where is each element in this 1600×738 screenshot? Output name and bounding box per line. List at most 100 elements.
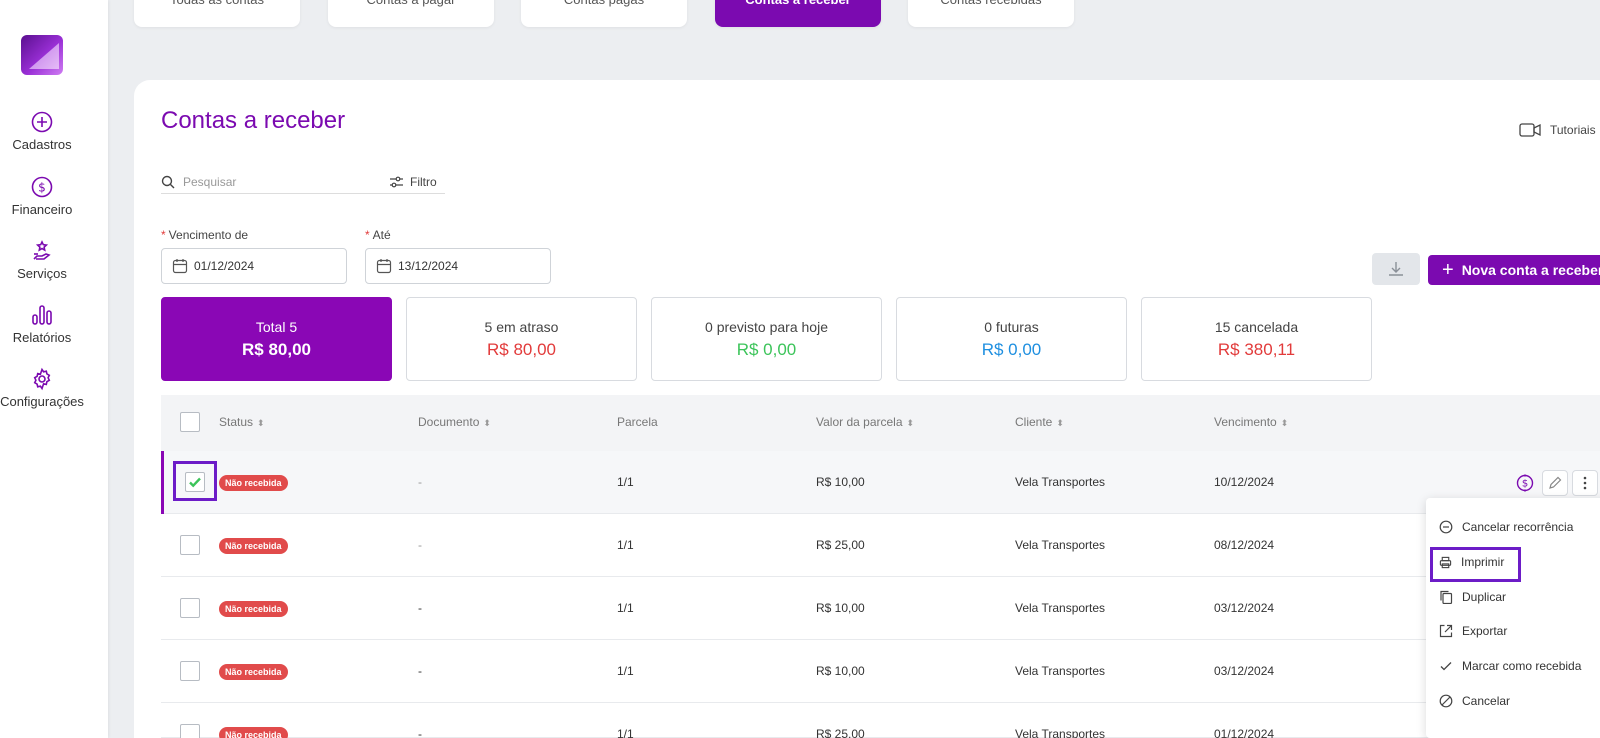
share-icon [1439,624,1453,638]
summary-card-label: Total 5 [255,319,298,335]
column-header-documento[interactable]: Documento ⬍ [418,415,491,429]
more-vertical-icon [1583,476,1587,490]
required-mark: * [365,228,370,242]
cell-documento: - [418,601,422,615]
column-header-valor[interactable]: Valor da parcela ⬍ [816,415,914,429]
tab-contas-a-pagar[interactable]: Contas a pagar [328,0,494,27]
summary-card-label: 5 em atraso [484,319,559,335]
tutorials-label: Tutoriais [1550,123,1596,137]
menu-item-cancelar-recorrencia[interactable]: Cancelar recorrência [1439,520,1573,534]
menu-item-marcar-como-recebida[interactable]: Marcar como recebida [1439,659,1581,673]
table-row[interactable]: Não recebida - 1/1 R$ 10,00 Vela Transpo… [161,577,1600,640]
summary-card-cancelled[interactable]: 15 cancelada R$ 380,11 [1141,297,1372,381]
column-header-label: Vencimento [1214,415,1277,429]
sidebar-item-label: Configurações [0,394,84,409]
ban-icon [1439,694,1453,708]
plus-circle-icon [31,111,53,133]
summary-card-today[interactable]: 0 previsto para hoje R$ 0,00 [651,297,882,381]
app-logo[interactable] [21,35,63,75]
column-header-label: Status [219,415,254,429]
check-icon [189,477,201,488]
tab-contas-pagas[interactable]: Contas pagas [521,0,687,27]
row-checkbox[interactable] [180,661,200,681]
summary-card-total[interactable]: Total 5 R$ 80,00 [161,297,392,381]
sidebar: Cadastros $ Financeiro Serviços Relatóri… [0,0,108,738]
cell-valor: R$ 25,00 [816,538,865,552]
highlight-imprimir [1430,547,1521,582]
cell-valor: R$ 10,00 [816,664,865,678]
menu-item-cancelar[interactable]: Cancelar [1439,694,1510,708]
table-row[interactable]: Não recebida - 1/1 R$ 25,00 Vela Transpo… [161,703,1600,738]
menu-item-imprimir[interactable]: Imprimir [1439,555,1504,569]
gear-icon [33,367,51,391]
search-bar: Filtro [161,170,445,194]
table-row[interactable]: Não recebida - 1/1 R$ 10,00 Vela Transpo… [161,640,1600,703]
sort-icon: ⬍ [906,418,915,428]
tab-contas-recebidas[interactable]: Contas recebidas [908,0,1074,27]
column-header-cliente[interactable]: Cliente ⬍ [1015,415,1064,429]
tab-todas-as-contas[interactable]: Todas as contas [134,0,300,27]
sidebar-item-servicos[interactable]: Serviços [0,239,84,281]
column-header-vencimento[interactable]: Vencimento ⬍ [1214,415,1288,429]
bar-chart-icon [32,305,52,325]
row-checkbox[interactable] [180,598,200,618]
sidebar-item-label: Financeiro [11,202,73,217]
menu-item-exportar[interactable]: Exportar [1439,624,1507,638]
cell-vencimento: 01/12/2024 [1214,727,1275,738]
cell-documento: - [418,475,422,489]
more-options-button[interactable] [1572,470,1598,496]
menu-item-duplicar[interactable]: Duplicar [1439,590,1506,604]
cell-vencimento: 10/12/2024 [1214,475,1275,489]
date-from-input[interactable]: 01/12/2024 [161,248,347,284]
receive-payment-icon[interactable]: $ [1515,473,1535,493]
cell-vencimento: 03/12/2024 [1214,601,1275,615]
summary-card-future[interactable]: 0 futuras R$ 0,00 [896,297,1127,381]
cell-valor: R$ 10,00 [816,601,865,615]
summary-card-value: R$ 0,00 [981,340,1042,359]
printer-icon [1439,556,1452,568]
row-checkbox[interactable] [180,724,200,738]
sidebar-item-cadastros[interactable]: Cadastros [0,110,84,152]
cell-parcela: 1/1 [617,475,634,489]
cell-cliente: Vela Transportes [1015,475,1106,489]
page-title: Contas a receber [161,107,346,134]
edit-button[interactable] [1542,470,1568,496]
cell-documento: - [418,664,422,678]
required-mark: * [161,228,166,242]
sidebar-item-financeiro[interactable]: $ Financeiro [0,175,84,217]
tutorials-button[interactable]: Tutoriais [1519,123,1596,137]
table-row[interactable]: Não recebida - 1/1 R$ 25,00 Vela Transpo… [161,514,1600,577]
row-checkbox[interactable] [180,535,200,555]
calendar-icon [376,259,392,274]
row-context-menu: Cancelar recorrência Imprimir Duplicar E… [1426,498,1600,738]
summary-card-value: R$ 80,00 [487,340,556,359]
cell-cliente: Vela Transportes [1015,601,1106,615]
new-receivable-button[interactable]: + Nova conta a receber [1428,255,1600,285]
svg-text:$: $ [38,181,46,195]
sidebar-item-label: Cadastros [12,137,72,152]
table-row[interactable]: Não recebida - 1/1 R$ 10,00 Vela Transpo… [161,451,1600,514]
sidebar-item-configuracoes[interactable]: Configurações [0,367,84,409]
sliders-icon [390,176,403,187]
cell-parcela: 1/1 [617,664,634,678]
filter-button[interactable]: Filtro [389,175,437,189]
column-header-parcela: Parcela [617,415,658,429]
cell-cliente: Vela Transportes [1015,664,1106,678]
select-all-checkbox[interactable] [180,412,200,432]
date-to-input[interactable]: 13/12/2024 [365,248,551,284]
date-to-value: 13/12/2024 [398,259,459,273]
column-header-label: Valor da parcela [816,415,903,429]
cell-parcela: 1/1 [617,727,634,738]
cell-parcela: 1/1 [617,538,634,552]
column-header-label: Cliente [1015,415,1053,429]
sidebar-item-relatorios[interactable]: Relatórios [0,303,84,345]
status-badge: Não recebida [219,727,288,738]
cell-cliente: Vela Transportes [1015,727,1106,738]
search-input[interactable] [183,174,383,189]
row-checkbox-checked[interactable] [185,472,205,492]
column-header-label: Parcela [617,415,658,429]
tab-contas-a-receber[interactable]: Contas a receber [715,0,881,27]
column-header-status[interactable]: Status ⬍ [219,415,265,429]
download-button[interactable] [1372,253,1420,285]
summary-card-overdue[interactable]: 5 em atraso R$ 80,00 [406,297,637,381]
